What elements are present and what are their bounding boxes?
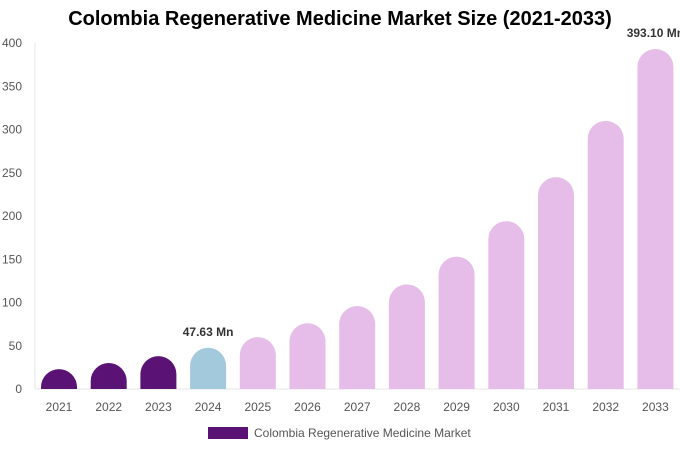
y-tick-label: 150 xyxy=(2,252,22,266)
bar-2030 xyxy=(488,221,525,389)
y-tick-label: 0 xyxy=(15,382,22,396)
y-tick-label: 350 xyxy=(2,79,22,93)
x-tick-label: 2031 xyxy=(543,400,570,414)
x-tick-label: 2030 xyxy=(493,400,520,414)
x-tick-label: 2022 xyxy=(95,400,122,414)
x-tick-label: 2021 xyxy=(46,400,73,414)
bar-2033 xyxy=(637,48,674,389)
x-tick-label: 2027 xyxy=(344,400,371,414)
x-tick-label: 2033 xyxy=(642,400,669,414)
y-tick-label: 250 xyxy=(2,166,22,180)
bar-2022 xyxy=(90,363,127,389)
data-label: 47.63 Mn xyxy=(183,325,234,339)
x-tick-label: 2024 xyxy=(195,400,222,414)
y-tick-label: 100 xyxy=(2,296,22,310)
chart-title: Colombia Regenerative Medicine Market Si… xyxy=(68,8,612,30)
x-tick-label: 2029 xyxy=(443,400,470,414)
legend-swatch xyxy=(208,427,248,439)
legend-label: Colombia Regenerative Medicine Market xyxy=(254,426,471,440)
bar-2025 xyxy=(239,337,276,389)
y-tick-label: 50 xyxy=(9,339,23,353)
bar-2031 xyxy=(538,177,574,389)
bar-2021 xyxy=(41,369,77,389)
bar-2032 xyxy=(587,120,624,389)
bar-2023 xyxy=(140,356,177,389)
x-tick-label: 2026 xyxy=(294,400,321,414)
y-tick-label: 200 xyxy=(2,209,22,223)
x-tick-label: 2032 xyxy=(592,400,619,414)
legend: Colombia Regenerative Medicine Market xyxy=(208,426,471,440)
bar-2029 xyxy=(438,256,475,389)
bar-2026 xyxy=(289,323,326,389)
y-tick-label: 300 xyxy=(2,123,22,137)
y-tick-label: 400 xyxy=(2,36,22,50)
x-tick-label: 2028 xyxy=(394,400,421,414)
x-tick-label: 2025 xyxy=(244,400,271,414)
bar-2028 xyxy=(388,284,425,389)
x-tick-label: 2023 xyxy=(145,400,172,414)
data-label: 393.10 Mn xyxy=(627,26,680,40)
bar-2024 xyxy=(190,347,227,389)
bar-2027 xyxy=(339,305,376,389)
